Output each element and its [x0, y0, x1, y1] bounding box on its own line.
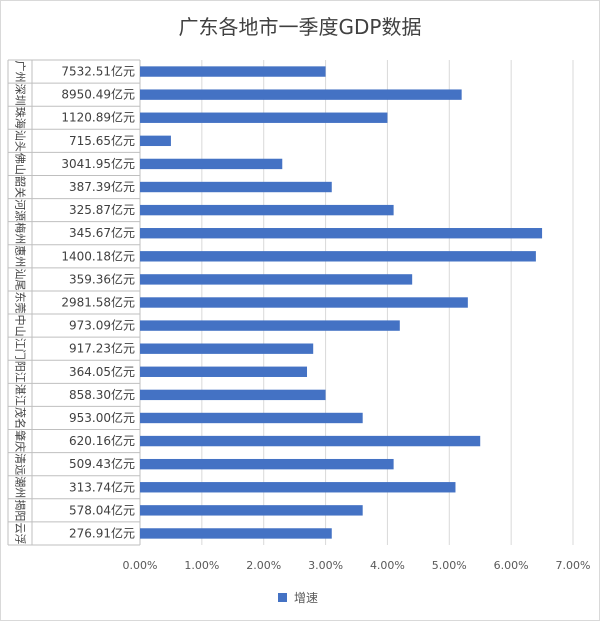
chart-title: 广东各地市一季度GDP数据: [179, 15, 422, 39]
legend-label: 增速: [294, 591, 318, 605]
category-city-label: 韶关: [14, 176, 28, 198]
bar: [140, 389, 326, 401]
x-tick-label: 3.00%: [308, 559, 343, 572]
category-city-label: 肇庆: [14, 430, 28, 452]
bar: [140, 274, 413, 285]
x-tick-label: 2.00%: [246, 559, 281, 572]
bar: [140, 181, 332, 193]
category-city-label: 茂名: [14, 407, 28, 429]
x-tick-label: 1.00%: [184, 559, 219, 572]
category-city-label: 潮州: [14, 476, 28, 498]
x-tick-label: 5.00%: [432, 559, 467, 572]
category-gdp-label: 2981.58亿元: [61, 295, 135, 310]
category-gdp-label: 313.74亿元: [69, 479, 135, 494]
category-gdp-label: 276.91亿元: [69, 525, 135, 540]
category-city-label: 深圳: [14, 84, 27, 106]
legend-swatch: [278, 593, 287, 602]
category-city-label: 湛江: [14, 384, 27, 406]
bar-series: [140, 66, 543, 539]
category-gdp-label: 578.04亿元: [69, 502, 135, 517]
category-gdp-label: 359.36亿元: [69, 271, 135, 286]
category-city-label: 阳江: [14, 361, 27, 383]
x-tick-label: 4.00%: [370, 559, 405, 572]
category-city-label: 广州: [14, 61, 27, 83]
bar: [140, 297, 468, 308]
bar: [140, 135, 171, 147]
bar: [140, 458, 394, 470]
category-city-label: 汕尾: [14, 268, 27, 290]
bar: [140, 505, 363, 516]
bar: [140, 228, 543, 239]
bar: [140, 320, 400, 331]
category-gdp-label: 8950.49亿元: [61, 87, 135, 102]
category-gdp-label: 917.23亿元: [69, 341, 135, 356]
bar: [140, 482, 456, 493]
category-city-label: 佛山: [14, 153, 27, 175]
x-tick-label: 6.00%: [494, 559, 529, 572]
category-city-label: 中山: [14, 315, 27, 337]
category-city-label: 东莞: [14, 292, 27, 314]
category-city-label: 珠海: [14, 107, 28, 129]
category-gdp-label: 858.30亿元: [69, 387, 135, 402]
bar: [140, 204, 394, 216]
bar: [140, 366, 308, 377]
category-gdp-label: 7532.51亿元: [61, 64, 135, 79]
category-gdp-label: 953.00亿元: [69, 410, 135, 425]
bar: [140, 89, 462, 100]
category-city-label: 江门: [14, 338, 28, 360]
legend: 增速: [278, 591, 318, 605]
bar: [140, 112, 388, 123]
category-gdp-label: 1120.89亿元: [61, 110, 135, 125]
category-gdp-label: 325.87亿元: [69, 202, 135, 217]
bar: [140, 412, 363, 424]
x-axis-tick-labels: 0.00% 1.00% 2.00% 3.00% 4.00% 5.00% 6.00% 7.00%: [123, 559, 591, 572]
x-tick-label: 0.00%: [123, 559, 158, 572]
x-tick-label: 7.00%: [556, 559, 591, 572]
category-gdp-label: 973.09亿元: [69, 318, 135, 333]
category-gdp-label: 387.39亿元: [69, 179, 135, 194]
category-gdp-label: 715.65亿元: [69, 133, 135, 148]
category-city-label: 惠州: [14, 245, 28, 267]
category-city-label: 梅州: [14, 222, 28, 244]
category-gdp-label: 3041.95亿元: [61, 156, 135, 171]
category-gdp-label: 364.05亿元: [69, 364, 135, 379]
bar: [140, 528, 332, 539]
bar: [140, 66, 326, 77]
category-city-label: 河源: [14, 199, 28, 221]
bar: [140, 435, 481, 447]
category-gdp-label: 1400.18亿元: [61, 248, 135, 263]
category-city-label: 揭阳: [13, 499, 27, 521]
bar: [140, 251, 536, 262]
category-city-label: 汕头: [14, 130, 27, 152]
category-city-label: 云浮: [14, 522, 27, 544]
category-gdp-label: 509.43亿元: [69, 456, 135, 471]
category-gdp-label: 620.16亿元: [69, 433, 135, 448]
category-gdp-label: 345.67亿元: [69, 225, 135, 240]
bar: [140, 158, 283, 170]
category-city-label: 清远: [14, 453, 27, 475]
bar: [140, 343, 314, 354]
